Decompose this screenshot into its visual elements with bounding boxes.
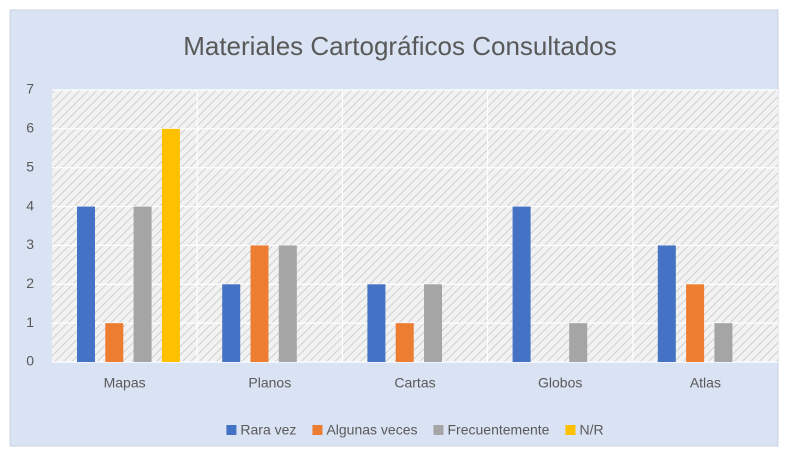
bar: [512, 206, 531, 362]
legend-swatch: [433, 425, 444, 435]
bar: [657, 245, 676, 362]
bar: [714, 323, 733, 362]
bar: [161, 128, 180, 362]
legend-swatch: [226, 425, 237, 435]
x-tick-label: Planos: [248, 375, 291, 391]
bar: [686, 284, 705, 362]
legend-label: N/R: [579, 422, 603, 438]
chart-title: Materiales Cartográficos Consultados: [183, 31, 617, 61]
y-tick-label: 2: [26, 275, 34, 291]
y-tick-label: 4: [26, 197, 34, 213]
bar: [569, 323, 588, 362]
y-tick-label: 6: [26, 120, 34, 136]
x-tick-label: Cartas: [394, 375, 435, 391]
y-tick-label: 0: [26, 353, 34, 369]
y-tick-label: 7: [26, 81, 34, 97]
x-tick-label: Globos: [538, 375, 582, 391]
legend-label: Rara vez: [240, 422, 296, 438]
bar: [222, 284, 241, 362]
bar: [424, 284, 442, 362]
legend-swatch: [312, 425, 323, 435]
bar: [105, 323, 124, 362]
y-tick-label: 5: [26, 158, 34, 174]
legend-swatch: [565, 425, 576, 435]
bar: [250, 245, 269, 362]
bar: [278, 245, 297, 362]
bar: [133, 206, 152, 362]
legend-label: Frecuentemente: [448, 422, 550, 438]
x-tick-label: Mapas: [104, 375, 146, 391]
y-tick-label: 3: [26, 236, 34, 252]
bar: [367, 284, 386, 362]
bar: [77, 206, 95, 362]
bar: [395, 323, 414, 362]
legend-label: Algunas veces: [326, 422, 417, 438]
y-tick-label: 1: [26, 314, 34, 330]
x-tick-label: Atlas: [690, 375, 721, 391]
